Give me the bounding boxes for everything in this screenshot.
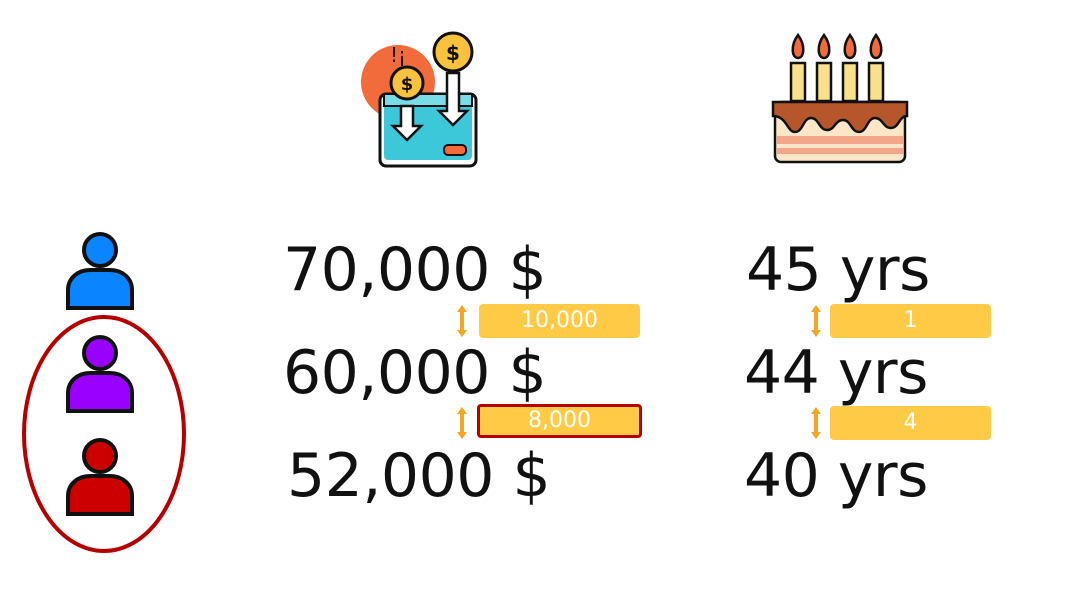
wallet-with-coins-icon: !¡ $ $: [361, 31, 478, 168]
age-value-purple: 44 yrs: [744, 338, 928, 408]
income-value-blue: 70,000 $: [283, 235, 547, 305]
svg-text:$: $: [446, 41, 460, 65]
age-difference-bar: 1: [830, 304, 991, 338]
age-difference-bar: 4: [830, 406, 991, 440]
income-value-red: 52,000 $: [287, 441, 551, 511]
double-arrow-icon: [811, 407, 821, 439]
double-arrow-icon: [457, 305, 467, 337]
person-icon-red: [66, 438, 134, 516]
person-icon-blue: [66, 232, 134, 310]
double-arrow-icon: [811, 305, 821, 337]
double-arrow-icon: [457, 407, 467, 439]
income-difference-bar: 10,000: [479, 304, 640, 338]
person-icon-purple: [66, 335, 134, 413]
age-value-red: 40 yrs: [744, 441, 928, 511]
highlight-ellipse: [22, 315, 186, 553]
birthday-cake-icon: [771, 32, 909, 164]
income-value-purple: 60,000 $: [283, 338, 547, 408]
age-value-blue: 45 yrs: [746, 235, 930, 305]
income-difference-bar-highlighted: 8,000: [477, 404, 642, 438]
svg-text:$: $: [401, 74, 414, 95]
svg-text:!¡: !¡: [390, 43, 406, 67]
